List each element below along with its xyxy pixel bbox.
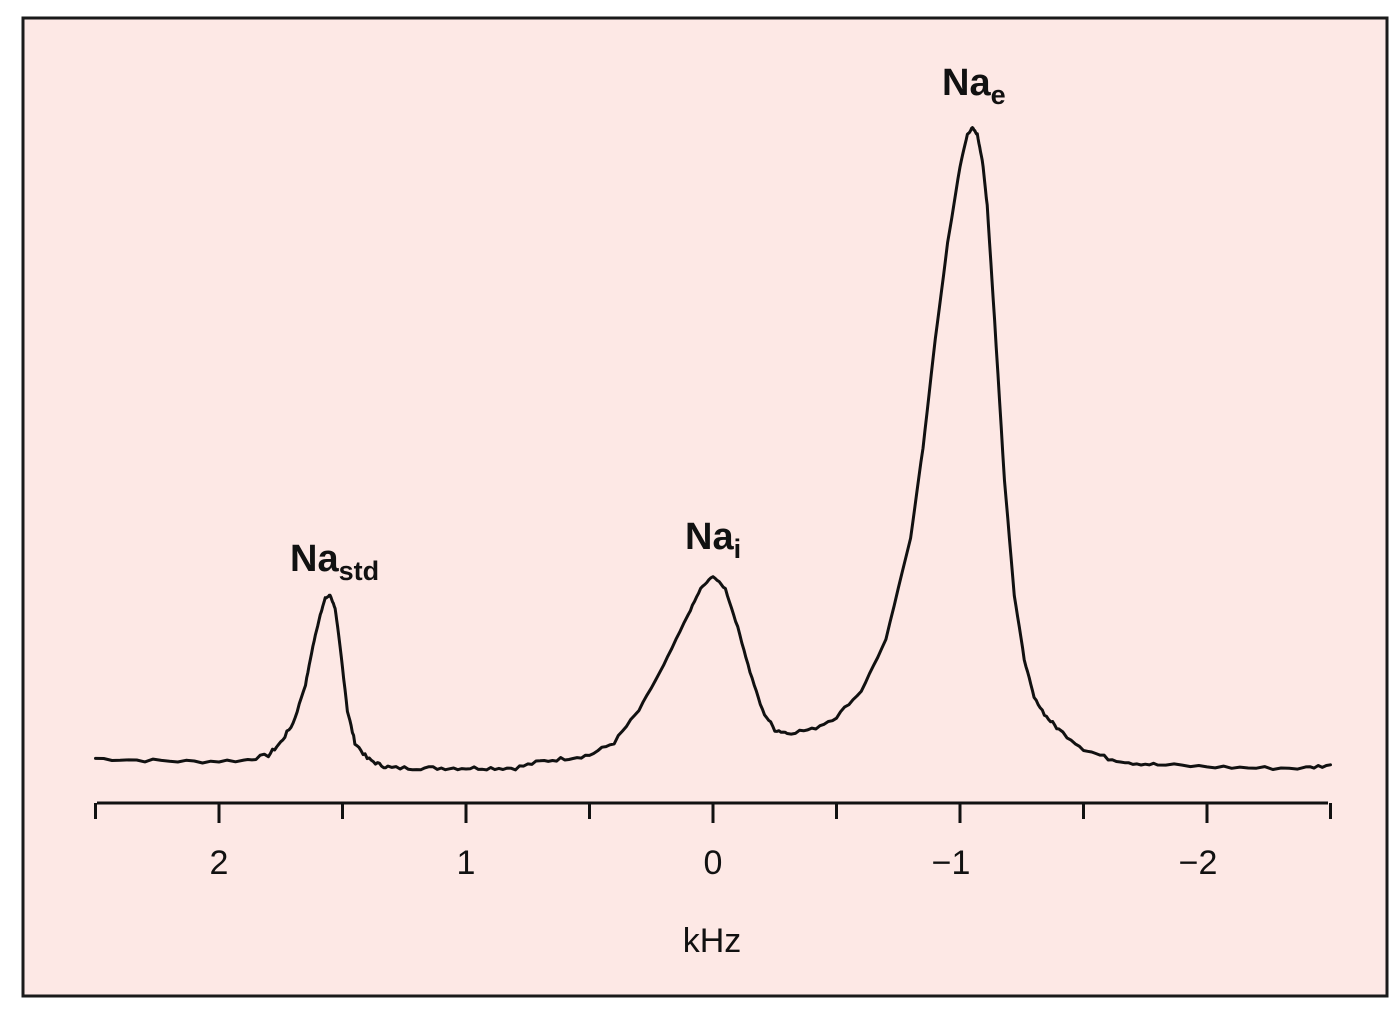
x-tick-label-1: 1 — [457, 844, 476, 882]
x-tick-label-minus-2: −2 — [1179, 844, 1218, 882]
x-axis-title: kHz — [683, 922, 742, 960]
peak-label-na-i-subscript: i — [734, 534, 742, 564]
spectrum-trace — [94, 126, 1332, 772]
peak-label-na-e: Nae — [942, 62, 1006, 110]
peak-label-na-std: Nastd — [290, 538, 379, 586]
x-axis-tick-marks — [94, 803, 1332, 823]
peak-label-na-e-subscript: e — [991, 80, 1006, 110]
peak-label-na-e-base: Na — [942, 62, 991, 104]
peak-label-na-std-base: Na — [290, 538, 339, 580]
chart-panel — [21, 16, 1389, 998]
x-tick-label-0: 0 — [704, 844, 723, 882]
spectrum-trace-layer — [94, 126, 1332, 772]
peak-labels: Nastd Nai Nae — [290, 62, 1006, 586]
peak-label-na-i: Nai — [685, 516, 741, 564]
x-axis: 2 1 0 −1 −2 kHz — [94, 801, 1332, 960]
peak-label-na-i-base: Na — [685, 516, 734, 558]
peak-label-na-std-subscript: std — [339, 556, 380, 586]
x-tick-label-minus-1: −1 — [932, 844, 971, 882]
x-tick-label-2: 2 — [210, 844, 229, 882]
